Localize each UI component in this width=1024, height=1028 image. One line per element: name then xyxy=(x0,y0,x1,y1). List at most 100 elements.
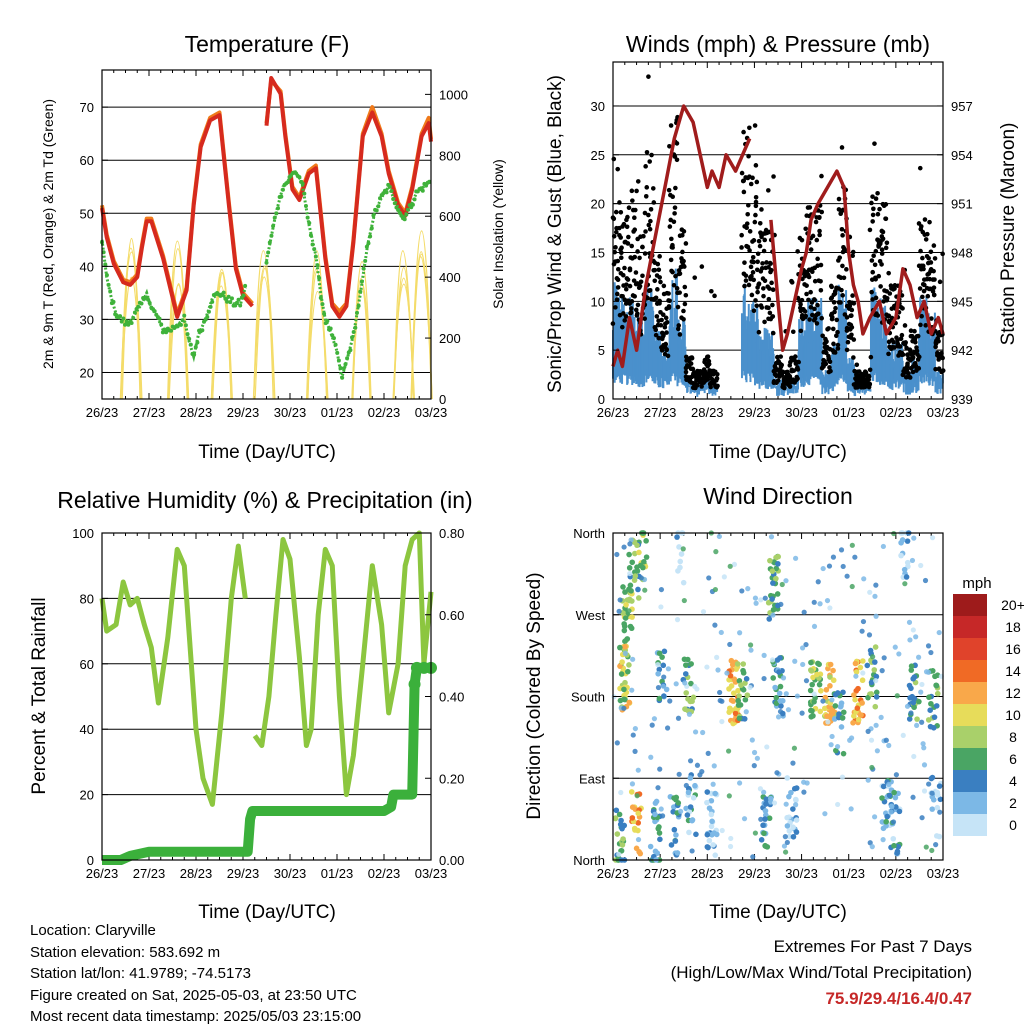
dewpoint-point xyxy=(280,187,285,192)
direction-point xyxy=(635,586,641,593)
gust-point xyxy=(819,173,824,179)
direction-point xyxy=(888,803,895,810)
direction-point xyxy=(682,671,689,677)
direction-point xyxy=(735,687,741,694)
direction-point xyxy=(869,844,875,850)
temp2m-line xyxy=(100,76,433,319)
direction-point xyxy=(918,689,924,695)
direction-point xyxy=(704,664,710,670)
x-tick-label: 02/23 xyxy=(880,866,913,881)
direction-point xyxy=(790,824,796,831)
gust-point xyxy=(753,163,759,168)
gust-point xyxy=(920,294,925,300)
gust-point xyxy=(840,263,845,269)
direction-point xyxy=(777,683,784,690)
dewpoint-point xyxy=(325,319,330,324)
direction-point xyxy=(880,543,886,550)
direction-point xyxy=(840,709,847,716)
direction-point xyxy=(745,586,751,592)
direction-point xyxy=(680,579,687,586)
x-tick-label: 29/23 xyxy=(227,405,260,420)
direction-point xyxy=(678,808,684,815)
direction-point xyxy=(704,831,711,838)
direction-point xyxy=(927,707,933,714)
gust-point xyxy=(715,372,720,377)
gust-point xyxy=(831,300,837,305)
gust-point xyxy=(755,251,761,257)
dewpoint-point xyxy=(106,282,111,287)
gust-point xyxy=(922,282,927,288)
direction-point xyxy=(786,814,792,820)
gust-point xyxy=(613,305,618,310)
gust-point xyxy=(929,316,934,321)
direction-point xyxy=(658,604,664,610)
y2-tick-label: 0.80 xyxy=(439,526,464,541)
direction-point xyxy=(738,682,744,688)
direction-point xyxy=(776,690,783,697)
dewpoint-point xyxy=(193,345,198,350)
gust-point xyxy=(761,286,766,291)
direction-point xyxy=(919,719,925,725)
dewpoint-point xyxy=(387,184,392,189)
gust-point xyxy=(816,311,821,317)
direction-point xyxy=(859,628,865,634)
gust-point xyxy=(757,243,763,249)
gust-point xyxy=(764,260,769,265)
direction-point xyxy=(774,657,781,663)
gust-point xyxy=(809,312,815,318)
dewpoint-point xyxy=(317,275,322,280)
direction-point xyxy=(752,830,758,836)
direction-point xyxy=(910,699,917,706)
direction-point xyxy=(827,683,833,689)
direction-point xyxy=(629,559,636,566)
direction-point xyxy=(690,694,697,701)
x-tick-label: 01/23 xyxy=(832,405,865,420)
dewpoint-point xyxy=(129,320,134,325)
x-tick-label: 28/23 xyxy=(180,405,213,420)
dewpoint-point xyxy=(234,300,239,305)
gust-point xyxy=(644,185,650,190)
dewpoint-point xyxy=(345,356,350,361)
direction-point xyxy=(710,842,716,848)
dewpoint-point xyxy=(123,322,128,327)
direction-point xyxy=(918,562,924,569)
direction-point xyxy=(906,682,913,689)
direction-point xyxy=(772,684,778,691)
gust-point xyxy=(677,290,682,295)
direction-point xyxy=(859,700,865,706)
dewpoint-point xyxy=(331,336,336,341)
y2-tick-label: 1000 xyxy=(439,87,468,102)
direction-point xyxy=(828,742,834,748)
gust-point xyxy=(886,313,892,319)
gust-point xyxy=(765,188,771,193)
gust-point xyxy=(812,297,818,303)
direction-point xyxy=(854,705,861,711)
x-tick-label: 02/23 xyxy=(368,405,401,420)
direction-point xyxy=(715,667,721,673)
direction-point xyxy=(833,747,839,754)
y-tick-label: 100 xyxy=(72,526,94,541)
direction-point xyxy=(706,837,713,844)
dewpoint-point xyxy=(361,266,366,271)
direction-point xyxy=(620,836,626,842)
direction-point xyxy=(657,766,663,772)
direction-point xyxy=(799,645,806,651)
direction-point xyxy=(832,691,839,698)
direction-point xyxy=(762,595,768,601)
dewpoint-point xyxy=(241,293,246,298)
direction-point xyxy=(784,823,791,829)
direction-point xyxy=(894,850,901,856)
direction-point xyxy=(667,698,673,704)
direction-point xyxy=(830,554,837,560)
direction-point xyxy=(815,579,821,585)
direction-point xyxy=(835,801,841,808)
gust-point xyxy=(648,218,653,224)
gust-point xyxy=(837,255,843,260)
gust-point xyxy=(745,244,751,250)
x-tick-label: 01/23 xyxy=(321,405,354,420)
gust-point xyxy=(632,254,638,260)
gust-point xyxy=(880,236,886,242)
temperature-xlabel: Time (Day/UTC) xyxy=(198,442,336,463)
direction-point xyxy=(890,835,897,842)
direction-point xyxy=(622,589,628,595)
